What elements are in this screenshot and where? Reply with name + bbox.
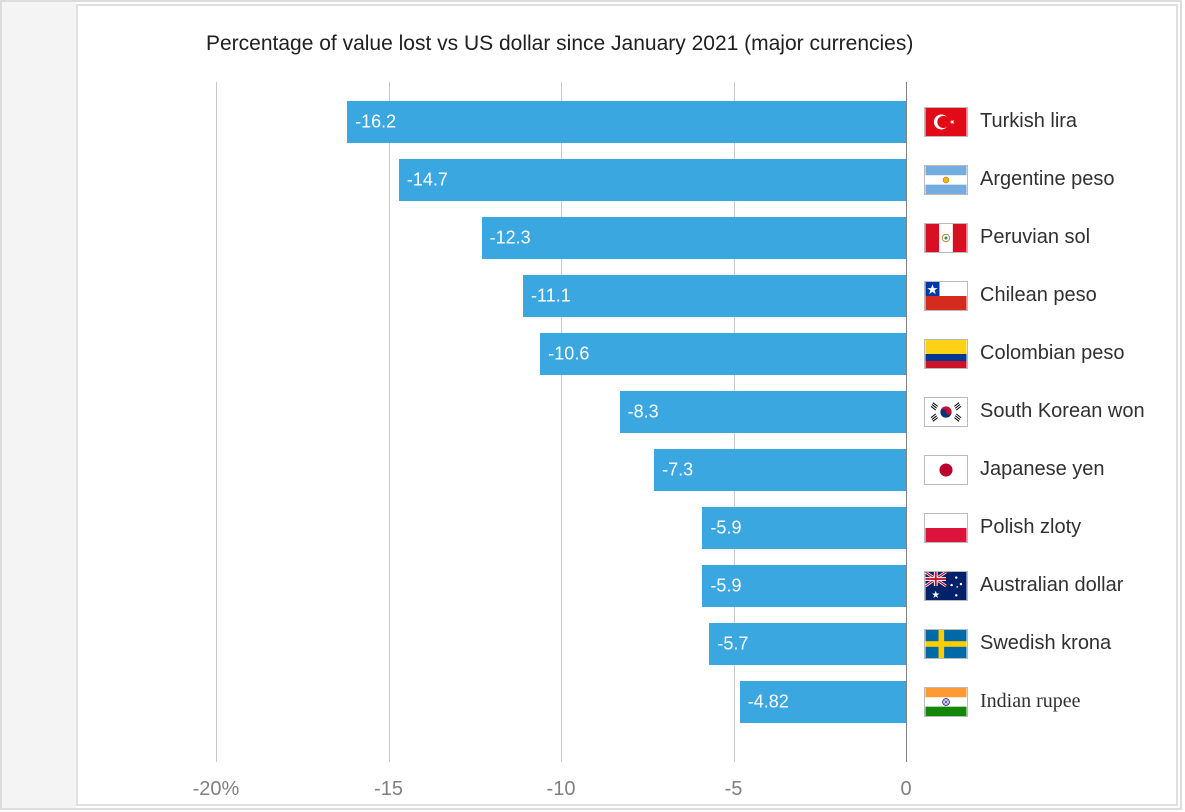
bar-value-label: -12.3 [490,228,531,249]
india-flag-icon [924,687,968,717]
bar-value-label: -14.7 [407,170,448,191]
currency-name: Japanese yen [980,458,1105,481]
gridline [906,82,907,762]
bar-value-label: -10.6 [548,344,589,365]
poland-flag-icon [924,513,968,543]
currency-name: Chilean peso [980,284,1097,307]
bar: -11.1 [523,275,906,317]
x-tick-label: -5 [725,778,743,801]
x-tick-label: -20% [193,778,240,801]
currency-name: Peruvian sol [980,226,1090,249]
bar-value-label: -5.9 [710,576,741,597]
chile-flag-icon [924,281,968,311]
currency-name: Colombian peso [980,342,1125,365]
x-tick-label: -15 [374,778,403,801]
bar: -7.3 [654,449,906,491]
gridline [216,82,217,762]
currency-name: Polish zloty [980,516,1081,539]
bar: -16.2 [347,101,906,143]
australia-flag-icon [924,571,968,601]
currency-name: South Korean won [980,400,1145,423]
bar-value-label: -5.9 [710,518,741,539]
bar: -5.9 [702,565,906,607]
bar-value-label: -5.7 [717,634,748,655]
bar-value-label: -7.3 [662,460,693,481]
argentina-flag-icon [924,165,968,195]
gridline [389,82,390,762]
bar: -5.7 [709,623,906,665]
turkey-flag-icon [924,107,968,137]
left-margin-mask [2,2,76,808]
bar: -10.6 [540,333,906,375]
bar-value-label: -8.3 [628,402,659,423]
currency-name: Turkish lira [980,110,1077,133]
bar: -4.82 [740,681,906,723]
south_korea-flag-icon [924,397,968,427]
currency-name: Swedish krona [980,632,1111,655]
bar-value-label: -16.2 [355,112,396,133]
bar-value-label: -4.82 [748,692,789,713]
colombia-flag-icon [924,339,968,369]
currency-name: Australian dollar [980,574,1123,597]
bar: -12.3 [482,217,906,259]
x-tick-label: -10 [547,778,576,801]
currency-name: Argentine peso [980,168,1115,191]
currency-name: Indian rupee [980,690,1081,713]
bar: -5.9 [702,507,906,549]
x-tick-label: 0 [900,778,911,801]
sweden-flag-icon [924,629,968,659]
plot-area: -16.2Turkish lira-14.7Argentine peso-12.… [216,82,906,762]
chart-title: Percentage of value lost vs US dollar si… [206,32,913,56]
japan-flag-icon [924,455,968,485]
peru-flag-icon [924,223,968,253]
bar-value-label: -11.1 [531,286,571,307]
bar: -14.7 [399,159,906,201]
chart-canvas: Percentage of value lost vs US dollar si… [0,0,1185,812]
bar: -8.3 [620,391,906,433]
